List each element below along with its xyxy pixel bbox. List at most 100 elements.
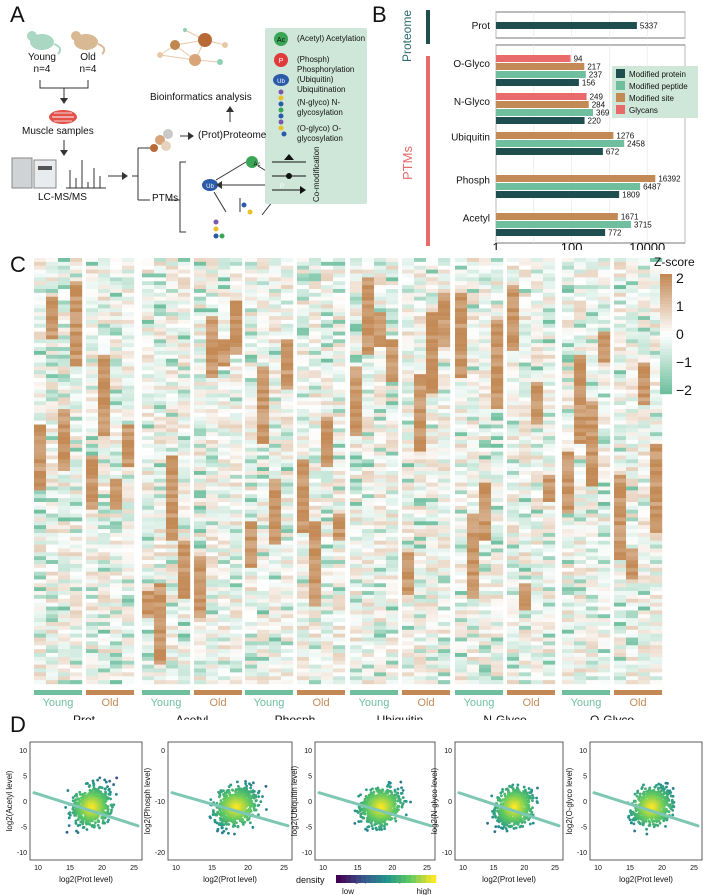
- heatmap-cell: [58, 498, 71, 503]
- heatmap-cell: [218, 672, 231, 677]
- heatmap-cell: [122, 366, 135, 371]
- heatmap-cell: [531, 548, 544, 553]
- heatmap-cell: [58, 285, 71, 290]
- heatmap-cell: [543, 409, 556, 414]
- heatmap-cell: [70, 378, 83, 383]
- heatmap-cell: [98, 474, 111, 479]
- heatmap-cell: [374, 401, 387, 406]
- heatmap-cell: [350, 335, 363, 340]
- heatmap-cell: [166, 281, 179, 286]
- heatmap-cell: [414, 335, 427, 340]
- heatmap-cell: [98, 381, 111, 386]
- heatmap-cell: [86, 653, 99, 658]
- heatmap-cell: [638, 459, 651, 464]
- heatmap-cell: [479, 258, 492, 263]
- heatmap-cell: [491, 323, 504, 328]
- heatmap-cell: [142, 482, 155, 487]
- heatmap-cell: [309, 641, 322, 646]
- heatmap-cell: [206, 664, 219, 669]
- heatmap-cell: [507, 618, 520, 623]
- heatmap-cell: [479, 467, 492, 472]
- heatmap-cell: [269, 583, 282, 588]
- heatmap-cell: [507, 544, 520, 549]
- heatmap-cell: [374, 494, 387, 499]
- heatmap-cell: [269, 412, 282, 417]
- heatmap-cell: [650, 300, 663, 305]
- heatmap-cell: [543, 354, 556, 359]
- heatmap-cell: [438, 288, 451, 294]
- heatmap-cell: [350, 490, 363, 495]
- heatmap-cell: [321, 498, 334, 503]
- heatmap-cell: [142, 486, 155, 491]
- heatmap-cell: [206, 498, 219, 503]
- heatmap-cell: [562, 335, 575, 340]
- heatmap-cell: [491, 591, 504, 596]
- heatmap-cell: [58, 420, 71, 425]
- heatmap-cell: [86, 618, 99, 623]
- heatmap-cell: [467, 292, 480, 297]
- heatmap-cell: [586, 440, 599, 445]
- heatmap-cell: [479, 498, 492, 503]
- heatmap-cell: [122, 548, 135, 553]
- heatmap-cell: [531, 323, 544, 328]
- heatmap-cell: [467, 350, 480, 356]
- heatmap-cell: [34, 567, 47, 572]
- heatmap-cell: [154, 602, 167, 607]
- heatmap-cell: [230, 288, 243, 294]
- heatmap-cell: [178, 540, 191, 545]
- heatmap-cell: [350, 598, 363, 603]
- heatmap-cell: [70, 633, 83, 638]
- heatmap-cell: [562, 316, 575, 321]
- heatmap-cell: [70, 471, 83, 476]
- heatmap-cell: [386, 362, 399, 367]
- heatmap-cell: [426, 277, 439, 282]
- heatmap-cell: [281, 560, 294, 565]
- heatmap-cell: [34, 660, 47, 665]
- heatmap-cell: [70, 668, 83, 673]
- heatmap-cell: [309, 463, 322, 468]
- heatmap-cell: [438, 463, 451, 468]
- heatmap-cell: [122, 664, 135, 669]
- heatmap-cell: [562, 378, 575, 383]
- heatmap-cell: [110, 529, 123, 534]
- heatmap-cell: [297, 296, 310, 301]
- heatmap-cell: [34, 412, 47, 417]
- heatmap-cell: [297, 281, 310, 286]
- heatmap-cell: [154, 614, 167, 619]
- heatmap-cell: [98, 525, 111, 530]
- heatmap-cell: [321, 587, 334, 592]
- heatmap-cell: [178, 424, 191, 429]
- young-bar: [245, 690, 293, 695]
- heatmap-cell: [531, 529, 544, 534]
- heatmap-cell: [350, 463, 363, 468]
- heatmap-cell: [333, 653, 346, 658]
- heatmap-cell: [638, 416, 651, 421]
- heatmap-cell: [309, 428, 322, 433]
- heatmap-cell: [438, 482, 451, 487]
- heatmap-cell: [142, 412, 155, 417]
- heatmap-cell: [142, 525, 155, 530]
- heatmap-cell: [479, 633, 492, 638]
- heatmap-cell: [245, 474, 258, 479]
- heatmap-cell: [438, 649, 451, 654]
- heatmap-cell: [34, 525, 47, 530]
- heatmap-cell: [70, 269, 83, 274]
- heatmap-cell: [638, 323, 651, 328]
- heatmap-cell: [426, 350, 439, 356]
- heatmap-cell: [110, 583, 123, 588]
- heatmap-cell: [257, 269, 270, 274]
- heatmap-cell: [194, 327, 207, 332]
- heatmap-cell: [230, 602, 243, 607]
- heatmap-cell: [333, 517, 346, 522]
- heatmap-cell: [178, 316, 191, 321]
- heatmap-cell: [98, 567, 111, 572]
- heatmap-cell: [166, 509, 179, 514]
- heatmap-cell: [531, 656, 544, 661]
- heatmap-cell: [98, 350, 111, 356]
- young-bar: [34, 690, 82, 695]
- heatmap-cell: [218, 629, 231, 634]
- heatmap-cell: [257, 389, 270, 394]
- heatmap-cell: [650, 258, 663, 263]
- heatmap-cell: [98, 637, 111, 642]
- heatmap-cell: [122, 296, 135, 301]
